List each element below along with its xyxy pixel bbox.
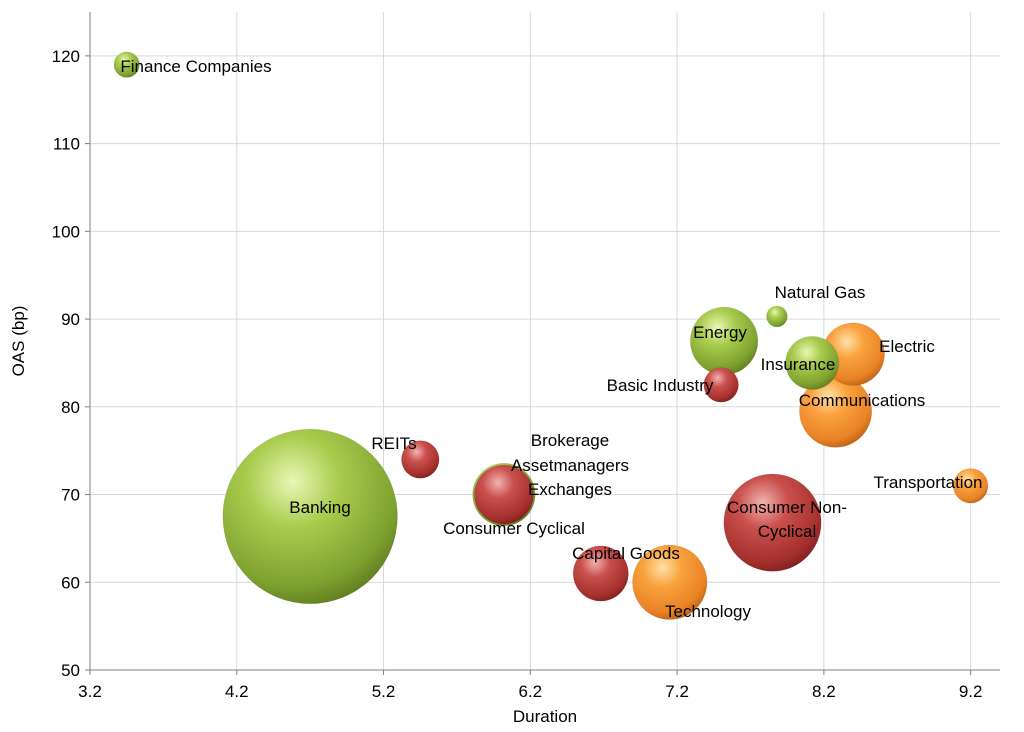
bubble-labels: Finance Companies Banking REITs Brokerage As… — [120, 57, 982, 621]
bubble-series — [113, 51, 989, 621]
x-tick-label: 4.2 — [225, 682, 249, 701]
axes: 3.2 4.2 5.2 6.2 7.2 8.2 9.2 50 60 70 80 90 100 110 120 — [52, 12, 1000, 701]
bubble-label-consumer-non-cyclical: Cyclical — [758, 522, 817, 541]
bubble-label-consumer-non-cyclical: Consumer Non- — [727, 498, 847, 517]
y-tick-label: 90 — [61, 310, 80, 329]
bubble-label-banking: Banking — [289, 498, 350, 517]
y-axis-title: OAS (bp) — [9, 306, 28, 377]
bubble-natural-gas[interactable] — [765, 305, 788, 328]
y-tick-label: 60 — [61, 573, 80, 592]
bubble-label-finance-companies: Finance Companies — [120, 57, 271, 76]
bubble-banking[interactable] — [222, 428, 398, 605]
bubble-label-brokerage-assetmanagers-exchanges: Assetmanagers — [511, 456, 629, 475]
bubble-label-natural-gas: Natural Gas — [775, 283, 866, 302]
bubble-finance-companies[interactable] — [113, 51, 140, 78]
x-tick-label: 3.2 — [78, 682, 102, 701]
bubble-label-reits: REITs — [371, 434, 416, 453]
bubble-consumer-cyclical[interactable] — [473, 464, 534, 525]
bubble-label-electric: Electric — [879, 337, 935, 356]
bubble-insurance[interactable] — [785, 335, 840, 391]
bubble-transportation[interactable] — [952, 467, 989, 504]
x-tick-label: 7.2 — [665, 682, 689, 701]
y-tick-label: 110 — [53, 135, 80, 154]
bubble-label-brokerage-assetmanagers-exchanges: Exchanges — [528, 480, 612, 499]
bubble-basic-industry[interactable] — [703, 367, 739, 403]
y-tick-label: 120 — [52, 47, 80, 66]
y-tick-label: 70 — [61, 486, 80, 505]
y-tick-label: 50 — [61, 661, 80, 680]
bubble-label-transportation: Transportation — [874, 473, 983, 492]
bubble-label-capital-goods: Capital Goods — [572, 544, 680, 563]
bubble-label-energy: Energy — [693, 323, 747, 342]
bubble-label-consumer-cyclical: Consumer Cyclical — [443, 519, 585, 538]
bubble-label-insurance: Insurance — [761, 355, 836, 374]
x-tick-label: 6.2 — [519, 682, 543, 701]
y-tick-label: 100 — [52, 222, 80, 241]
bubble-consumer-non-cyclical[interactable] — [723, 473, 822, 572]
bubble-label-brokerage-assetmanagers-exchanges: Brokerage — [531, 431, 609, 450]
bubble-reits[interactable] — [400, 440, 440, 479]
bubble-technology[interactable] — [631, 544, 708, 621]
bubble-label-technology: Technology — [665, 602, 752, 621]
x-tick-label: 9.2 — [959, 682, 983, 701]
bubble-label-communications: Communications — [799, 391, 926, 410]
bubble-label-basic-industry: Basic Industry — [607, 376, 714, 395]
bubble-capital-goods[interactable] — [572, 545, 629, 602]
y-tick-label: 80 — [61, 398, 80, 417]
x-axis-title: Duration — [513, 707, 577, 726]
x-tick-label: 5.2 — [372, 682, 396, 701]
x-tick-label: 8.2 — [812, 682, 836, 701]
